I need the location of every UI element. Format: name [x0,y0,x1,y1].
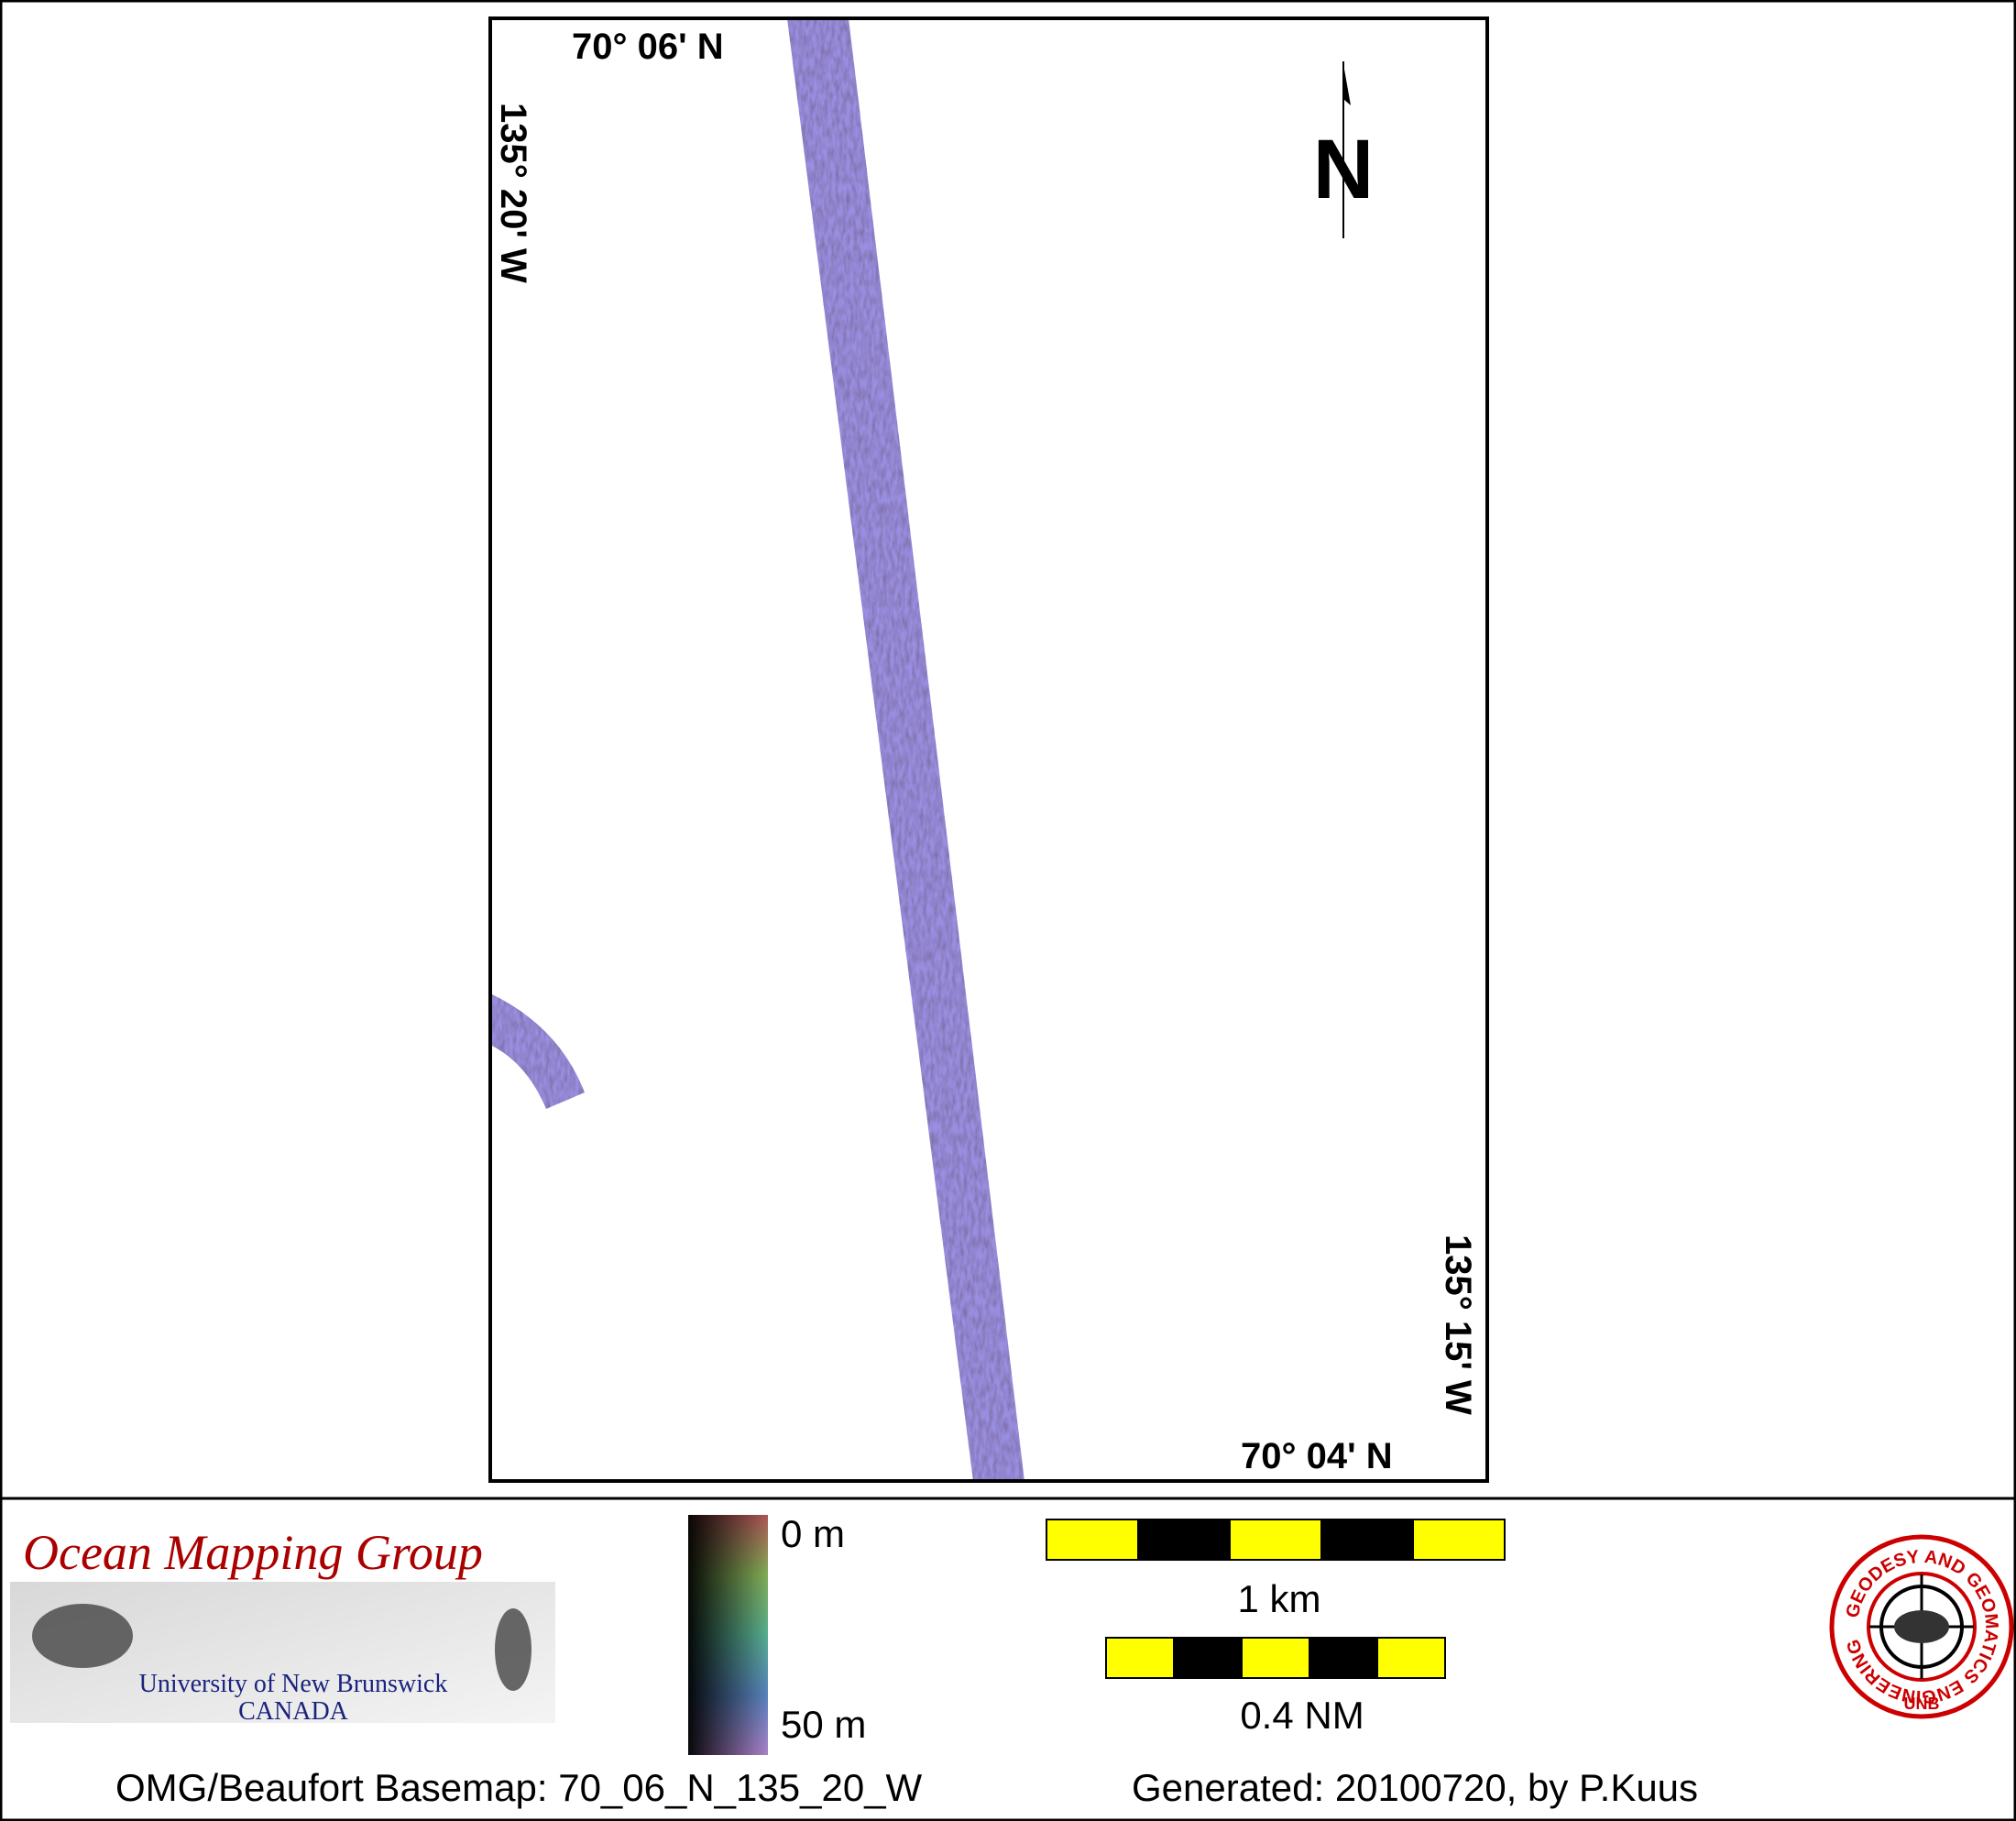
footer-basemap: OMG/Beaufort Basemap: 70_06_N_135_20_W [115,1766,923,1809]
scale-segment [1241,1637,1310,1679]
scale-segment [1412,1519,1506,1561]
scale-segment [1046,1519,1139,1561]
omg-logo: Ocean Mapping Group University of New Br… [10,1525,555,1726]
survey-swath [787,18,1024,1481]
scale-segment [1320,1519,1414,1561]
north-arrow: N [1313,61,1374,238]
scale-segment [1173,1637,1243,1679]
legend-label: 0 m [781,1512,845,1555]
survey-swath [490,993,585,1109]
scale-label: 1 km [1237,1577,1320,1620]
logo-unb: UNB [1904,1695,1940,1713]
scale-bars: 1 km 0.4 NM [1046,1519,1506,1737]
scale-segment [1105,1637,1175,1679]
footer-generated: Generated: 20100720, by P.Kuus [1132,1766,1698,1809]
north-label: N [1313,123,1374,216]
logo-title: Ocean Mapping Group [23,1525,483,1580]
lat-label: 70° 04' N [1241,1436,1393,1476]
unb-logo: GEODESY AND GEOMATICS ENGINEERING UNB [1829,1534,2014,1719]
frame-border [488,16,1489,1483]
logo-university: University of New Brunswick [139,1670,448,1698]
map-frame: 70° 06' N 135° 20' W 135° 15' W 70° 04' … [488,16,1489,1483]
legend-label: 50 m [781,1703,866,1746]
scale-segment [1376,1637,1446,1679]
scale-label: 0.4 NM [1240,1694,1364,1737]
scale-segment [1229,1519,1322,1561]
scale-segment [1309,1637,1378,1679]
lat-label: 70° 06' N [572,27,724,67]
lon-label: 135° 15' W [1438,1234,1478,1415]
lon-label: 135° 20' W [493,103,533,283]
scale-segment [1137,1519,1231,1561]
logo-country: CANADA [238,1697,349,1726]
depth-legend: 0 m 50 m [688,1512,866,1755]
